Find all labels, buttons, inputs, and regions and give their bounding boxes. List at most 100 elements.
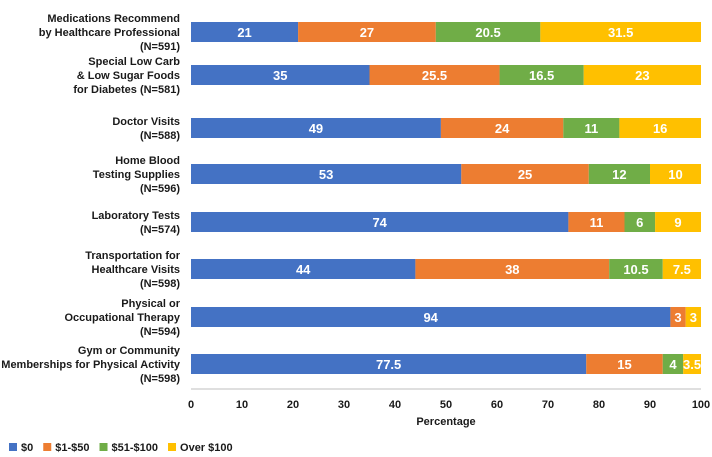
data-label: 10.5 (623, 262, 648, 277)
bar-segment (415, 259, 610, 279)
data-label: 7.5 (673, 262, 691, 277)
x-tick-label: 80 (593, 399, 605, 411)
category-label: Laboratory Tests (N=574) (92, 210, 181, 236)
category-label-line: Memberships for Physical Activity (1, 359, 181, 371)
category-label: Transportation for Healthcare Visits (N=59… (85, 250, 180, 290)
bar-segment (655, 212, 701, 232)
category-labels: Medications Recommend by Healthcare Profe… (1, 13, 181, 385)
bar-segment (540, 22, 701, 42)
x-axis-title: Percentage (416, 416, 475, 428)
bar-segment (588, 164, 650, 184)
category-label-line: Doctor Visits (112, 116, 180, 128)
legend-swatch (168, 443, 177, 451)
bar-segment (586, 354, 663, 374)
category-label: Medications Recommend by Healthcare Profe… (39, 13, 181, 53)
x-tick-label: 60 (491, 399, 503, 411)
category-label-line: Special Low Carb (88, 56, 180, 68)
legend-swatch (43, 443, 52, 451)
data-label: 74 (372, 215, 387, 230)
legend-label: $0 (21, 442, 33, 454)
bar-segment (624, 212, 656, 232)
data-label: 3 (690, 310, 697, 325)
bar-segment (568, 212, 625, 232)
data-label: 16 (653, 121, 667, 136)
category-label-line: (N=598) (140, 373, 180, 385)
category-label: Home Blood Testing Supplies (N=596) (93, 155, 181, 195)
data-label: 25 (518, 167, 532, 182)
x-axis-ticks: 0 10 20 30 40 50 60 70 80 90 100 (188, 399, 710, 411)
legend-label: $1-$50 (55, 442, 89, 454)
category-label-line: Transportation for (85, 250, 180, 262)
category-label-line: (N=574) (140, 224, 180, 236)
data-label: 24 (495, 121, 510, 136)
data-label: 27 (360, 25, 374, 40)
category-label-line: by Healthcare Professional (39, 27, 180, 39)
x-tick-label: 20 (287, 399, 299, 411)
data-label: 31.5 (608, 25, 633, 40)
bar-segment (683, 354, 701, 374)
x-tick-label: 0 (188, 399, 194, 411)
x-tick-label: 70 (542, 399, 554, 411)
x-tick-label: 40 (389, 399, 401, 411)
category-label-line: Healthcare Visits (92, 264, 180, 276)
data-label: 6 (636, 215, 643, 230)
bar-segment (191, 65, 370, 85)
data-label: 11 (590, 215, 604, 230)
category-label-line: (N=596) (140, 183, 180, 195)
data-label: 77.5 (376, 357, 401, 372)
data-label: 23 (635, 68, 649, 83)
data-label: 3 (674, 310, 681, 325)
bar-segment (499, 65, 584, 85)
bar-segment (440, 118, 564, 138)
x-tick-label: 10 (236, 399, 248, 411)
legend: $0 $1-$50 $51-$100 Over $100 (9, 442, 233, 454)
category-label-line: (N=598) (140, 278, 180, 290)
bar-segment (191, 212, 569, 232)
bars (191, 22, 701, 374)
category-label: Physical or Occupational Therapy (N=594) (64, 298, 180, 338)
data-label: 53 (319, 167, 333, 182)
data-label: 3.5 (683, 357, 701, 372)
bar-segment (650, 164, 701, 184)
legend-swatch (9, 443, 17, 451)
data-label: 10 (668, 167, 682, 182)
bar-segment (583, 65, 701, 85)
data-label: 21 (237, 25, 251, 40)
data-label: 4 (669, 357, 677, 372)
data-label: 16.5 (529, 68, 554, 83)
category-label-line: Physical or (121, 298, 180, 310)
legend-swatch (99, 443, 108, 451)
data-label: 9 (674, 215, 681, 230)
x-tick-label: 50 (440, 399, 452, 411)
data-label: 11 (584, 121, 598, 136)
data-label: 35 (273, 68, 287, 83)
category-label: Special Low Carb & Low Sugar Foods for Dia… (73, 56, 180, 96)
bar-segment (662, 259, 701, 279)
bar-segment (435, 22, 541, 42)
data-label: 49 (309, 121, 323, 136)
category-label-line: for Diabetes (N=581) (73, 84, 180, 96)
bar-segment (670, 307, 686, 327)
x-tick-label: 90 (644, 399, 656, 411)
data-label: 44 (296, 262, 311, 277)
category-label-line: Laboratory Tests (92, 210, 180, 222)
data-label: 15 (617, 357, 631, 372)
data-label: 38 (505, 262, 519, 277)
bar-segment (685, 307, 701, 327)
bar-segment (191, 354, 587, 374)
category-label-line: (N=588) (140, 130, 180, 142)
category-label: Gym or Community Memberships for Physical… (1, 345, 181, 385)
category-label-line: (N=591) (140, 41, 180, 53)
category-label-line: Home Blood (115, 155, 180, 167)
bar-segment (369, 65, 500, 85)
data-label: 94 (423, 310, 438, 325)
bar-segment (191, 22, 299, 42)
x-tick-label: 30 (338, 399, 350, 411)
bar-segment (191, 259, 416, 279)
legend-label: $51-$100 (112, 442, 159, 454)
data-label: 25.5 (422, 68, 447, 83)
category-label-line: & Low Sugar Foods (77, 70, 180, 82)
category-label-line: Testing Supplies (93, 169, 180, 181)
